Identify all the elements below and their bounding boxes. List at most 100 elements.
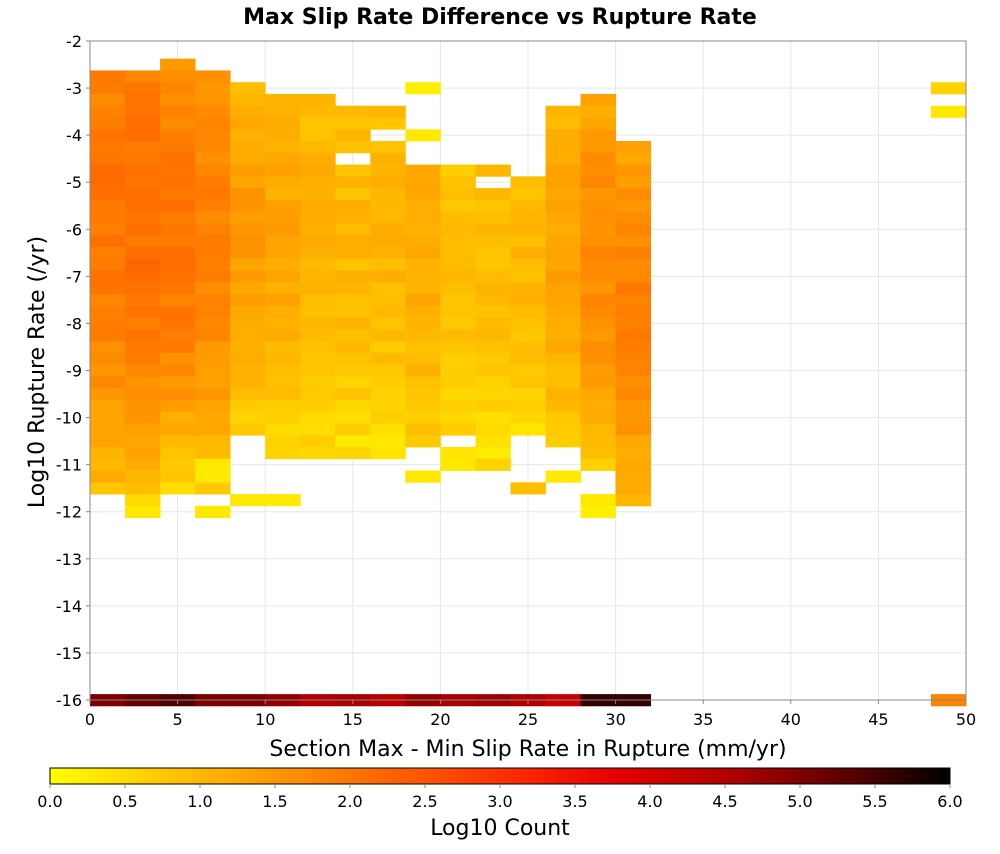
x-tick-label: 10 <box>255 710 275 729</box>
heatmap-cell <box>265 399 301 413</box>
heatmap-cell <box>580 352 616 366</box>
heatmap-cell <box>160 58 196 71</box>
heatmap-cell <box>125 482 161 495</box>
heatmap-cell <box>195 223 231 236</box>
heatmap-cell <box>230 93 266 107</box>
heatmap-cell <box>300 305 336 318</box>
heatmap-cell <box>335 211 371 224</box>
heatmap-cell <box>545 246 581 260</box>
heatmap-cell <box>510 364 546 377</box>
heatmap-cell <box>160 176 196 189</box>
heatmap-cell <box>90 105 126 118</box>
heatmap-cell <box>230 352 266 366</box>
heatmap-cell <box>125 141 161 154</box>
heatmap-cell <box>615 223 652 236</box>
heatmap-cell <box>90 176 126 189</box>
heatmap-cell <box>440 423 476 436</box>
heatmap-cell <box>370 270 406 283</box>
heatmap-cell <box>265 270 301 283</box>
heatmap-cell <box>440 364 476 377</box>
heatmap-cell <box>195 470 231 483</box>
heatmap-cell <box>405 211 441 224</box>
heatmap-cell <box>195 411 231 424</box>
heatmap-cell <box>580 305 616 318</box>
y-axis-ticks: -2 -3 -4 -5 -6 -7 -8 -9 -10 -11 -12 -13 -14 -15 -16 <box>56 32 90 710</box>
heatmap-cell <box>545 199 581 213</box>
colorbar-tick-label: 4.5 <box>712 792 737 811</box>
heatmap-cell <box>125 458 161 471</box>
heatmap-cell <box>510 246 546 260</box>
heatmap-cell <box>370 141 406 154</box>
colorbar-tick-label: 5.5 <box>862 792 887 811</box>
heatmap-cell <box>335 352 371 366</box>
heatmap-cell <box>370 188 406 201</box>
heatmap-cell <box>580 388 616 401</box>
heatmap-cell <box>160 329 196 342</box>
heatmap-cell <box>300 376 336 389</box>
heatmap-cell <box>90 188 126 201</box>
heatmap-cell <box>580 423 616 436</box>
heatmap-cell <box>160 376 196 389</box>
heatmap-cell <box>230 399 266 413</box>
heatmap-cell <box>405 376 441 389</box>
heatmap-cell <box>195 270 231 283</box>
heatmap-cell <box>125 235 161 248</box>
heatmap-cell <box>160 305 196 318</box>
heatmap-cell <box>510 294 546 307</box>
colorbar-tick-label: 2.0 <box>337 792 362 811</box>
y-tick-label: -11 <box>56 456 82 475</box>
heatmap-cell <box>545 423 581 436</box>
heatmap-cell <box>335 117 371 130</box>
heatmap-cell <box>90 294 126 307</box>
heatmap-cell <box>265 129 301 142</box>
heatmap-cell <box>335 258 371 271</box>
heatmap-cell <box>125 105 161 118</box>
heatmap-cell <box>615 246 652 260</box>
heatmap-cell <box>370 364 406 377</box>
heatmap-cell <box>125 199 161 213</box>
heatmap-cell <box>230 82 266 95</box>
heatmap-cell <box>475 188 511 201</box>
heatmap-cell <box>545 105 581 118</box>
heatmap-cell <box>160 164 196 177</box>
heatmap-cell <box>195 105 231 118</box>
heatmap-cell <box>475 376 511 389</box>
x-tick-label: 5 <box>173 710 183 729</box>
heatmap-cell <box>230 188 266 201</box>
heatmap-cell <box>545 388 581 401</box>
heatmap-cell <box>475 388 511 401</box>
heatmap-cell <box>405 294 441 307</box>
heatmap-cell <box>195 317 231 330</box>
heatmap-cell <box>580 329 616 342</box>
heatmap-cell <box>335 141 371 154</box>
heatmap-cell <box>510 270 546 283</box>
heatmap-cell <box>160 258 196 271</box>
heatmap-cell <box>335 199 371 213</box>
heatmap-cell <box>580 235 616 248</box>
heatmap-cell <box>195 93 231 107</box>
heatmap-cell <box>370 258 406 271</box>
heatmap-cell <box>475 305 511 318</box>
heatmap-cell <box>90 152 126 165</box>
heatmap-cell <box>615 329 652 342</box>
heatmap-cell <box>90 199 126 213</box>
heatmap-cell <box>90 329 126 342</box>
colorbar-tick-label: 5.0 <box>787 792 812 811</box>
heatmap-cell <box>440 376 476 389</box>
heatmap-cell <box>265 164 301 177</box>
heatmap-cell <box>510 188 546 201</box>
heatmap-cell <box>580 341 616 354</box>
heatmap-cell <box>265 494 301 507</box>
heatmap-cell <box>300 446 336 460</box>
colorbar-tick-label: 2.5 <box>412 792 437 811</box>
heatmap-cell <box>125 423 161 436</box>
heatmap-cell <box>510 211 546 224</box>
heatmap-cell <box>405 176 441 189</box>
heatmap-cell <box>300 423 336 436</box>
heatmap-cell <box>125 305 161 318</box>
heatmap-cell <box>405 246 441 260</box>
heatmap-cell <box>370 376 406 389</box>
heatmap-cell <box>440 270 476 283</box>
heatmap-cell <box>160 282 196 295</box>
heatmap-cell <box>90 82 126 95</box>
